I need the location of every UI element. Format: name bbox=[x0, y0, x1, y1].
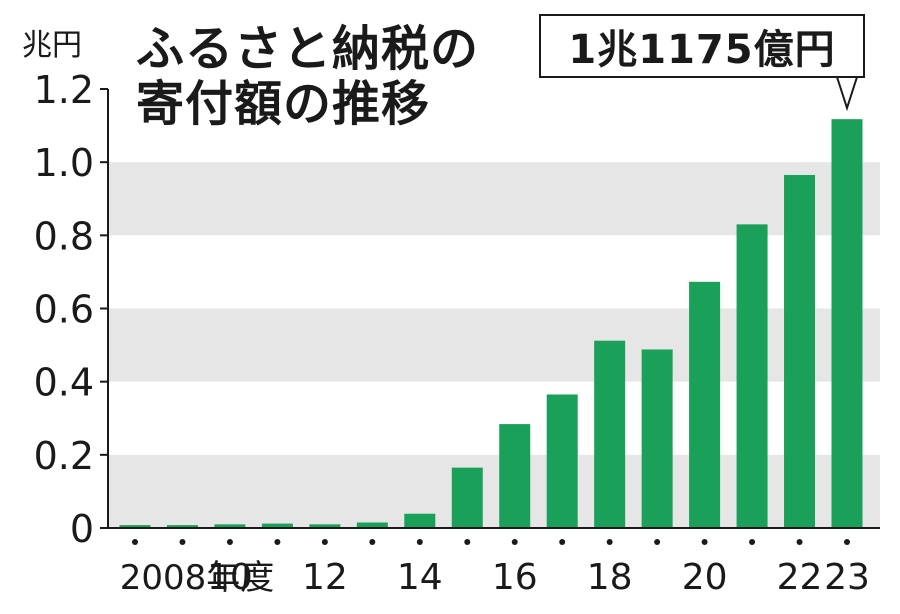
x-tick-label: 22 bbox=[777, 557, 823, 598]
x-tick-label: 23 bbox=[824, 557, 870, 598]
x-tick-dot bbox=[132, 539, 138, 545]
x-tick-dot bbox=[416, 539, 423, 545]
x-tick-label: 18 bbox=[587, 557, 633, 598]
x-tick-dot bbox=[701, 539, 708, 545]
x-tick-dot bbox=[559, 539, 566, 545]
bar bbox=[499, 424, 531, 528]
y-tick-label: 1.2 bbox=[34, 68, 94, 112]
bar bbox=[736, 224, 768, 528]
x-tick-label: 20 bbox=[682, 557, 728, 598]
x-tick-dot bbox=[274, 539, 281, 545]
x-tick-dot bbox=[749, 539, 756, 545]
bar bbox=[594, 340, 626, 528]
y-tick-label: 0.4 bbox=[34, 361, 94, 405]
y-tick-label: 0.8 bbox=[34, 214, 94, 258]
y-tick-label: 1.0 bbox=[34, 141, 94, 185]
chart-title: ふるさと納税の 寄付額の推移 bbox=[136, 22, 479, 132]
y-tick-label: 0.2 bbox=[34, 434, 94, 478]
bar bbox=[641, 349, 673, 528]
bar bbox=[546, 394, 578, 528]
bar bbox=[119, 525, 151, 528]
bar bbox=[309, 524, 341, 528]
bar bbox=[831, 119, 863, 529]
x-tick-label: 10 bbox=[207, 557, 253, 598]
x-tick-label: 12 bbox=[302, 557, 348, 598]
x-tick-dot bbox=[844, 539, 850, 545]
bar bbox=[689, 281, 721, 528]
chart-title-line2: 寄付額の推移 bbox=[136, 76, 431, 132]
chart-title-line1: ふるさと納税の bbox=[136, 21, 480, 77]
x-tick-dot bbox=[511, 539, 518, 545]
callout-pointer bbox=[835, 76, 859, 112]
grid-band bbox=[108, 162, 880, 236]
bar bbox=[404, 513, 436, 528]
x-tick-label: 2008年度 bbox=[120, 558, 275, 598]
y-tick-label: 0 bbox=[70, 507, 94, 551]
x-tick-dot bbox=[606, 539, 613, 545]
bar bbox=[214, 524, 246, 528]
bar bbox=[261, 523, 293, 528]
bar bbox=[166, 525, 198, 528]
bar bbox=[356, 522, 388, 528]
y-tick-label: 0.6 bbox=[34, 288, 94, 332]
x-tick-dot bbox=[321, 539, 328, 545]
bar bbox=[451, 467, 483, 528]
bar bbox=[784, 174, 816, 529]
x-tick-label: 16 bbox=[492, 557, 538, 598]
callout-label: 1兆1175億円 bbox=[539, 14, 865, 78]
x-tick-label: 14 bbox=[397, 557, 443, 598]
x-tick-dot bbox=[179, 539, 186, 545]
x-tick-dot bbox=[369, 539, 376, 545]
y-axis-unit-label: 兆円 bbox=[22, 28, 82, 63]
x-tick-dot bbox=[226, 539, 233, 545]
x-tick-dot bbox=[464, 539, 471, 545]
x-tick-dot bbox=[654, 539, 661, 545]
x-tick-dot bbox=[796, 539, 803, 545]
